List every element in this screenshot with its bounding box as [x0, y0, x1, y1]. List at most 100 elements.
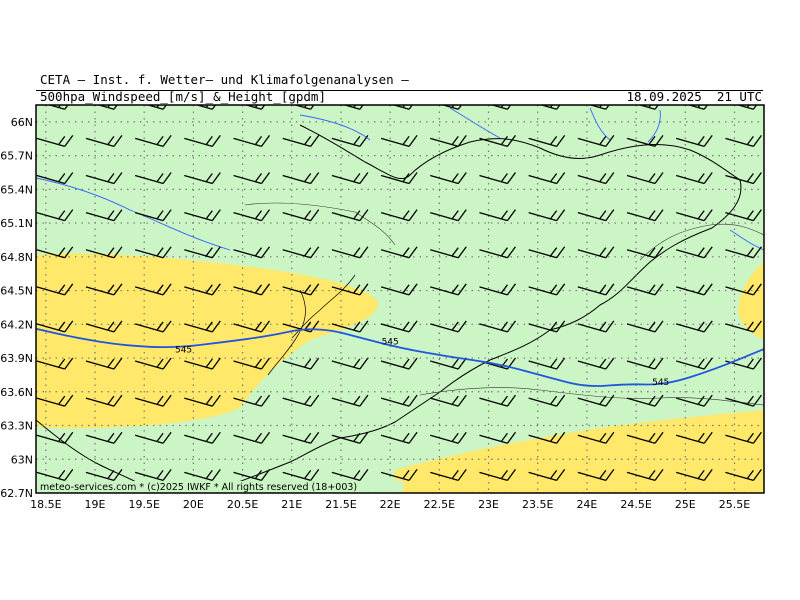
lon-tick-label: 20.5E	[227, 498, 258, 511]
wind-barb	[430, 320, 467, 333]
wind-barb	[85, 283, 123, 296]
wind-barb	[380, 246, 418, 259]
wind-barb	[380, 209, 418, 222]
valid-time: 18.09.2025 21 UTC	[626, 89, 762, 104]
lon-tick-label: 22E	[380, 498, 401, 511]
wind-barb	[528, 431, 566, 444]
wind-barb	[528, 394, 566, 407]
wind-barb	[233, 134, 271, 147]
wind-barb	[134, 357, 172, 370]
wind-barb	[282, 134, 320, 147]
wind-barb	[184, 134, 221, 147]
wind-barb	[331, 394, 369, 407]
wind-barb	[577, 468, 615, 482]
lon-tick-label: 25E	[675, 498, 696, 511]
lon-tick-label: 22.5E	[424, 498, 455, 511]
lat-tick-label: 66N	[11, 116, 33, 129]
wind-barb	[184, 320, 221, 333]
wind-barb	[85, 134, 123, 147]
wind-barb	[528, 283, 566, 296]
wind-barb	[380, 468, 418, 482]
wind-barb	[626, 320, 664, 333]
wind-barb	[184, 246, 221, 259]
wind-barb	[479, 283, 516, 296]
wind-barb	[676, 283, 713, 296]
wind-barb	[577, 431, 615, 444]
wind-barb	[36, 394, 74, 407]
lat-lon-grid	[36, 105, 764, 493]
wind-barb	[282, 394, 320, 407]
wind-barb	[36, 134, 74, 147]
wind-barb	[85, 209, 123, 222]
wind-barb	[725, 209, 762, 222]
wind-barb	[233, 246, 271, 259]
wind-barb	[676, 468, 713, 482]
contour-label: 545	[652, 378, 669, 388]
wind-barb	[282, 283, 320, 296]
wind-area-west	[36, 253, 379, 429]
wind-barb	[577, 209, 615, 222]
wind-barb	[430, 172, 467, 185]
map-frame	[35, 104, 765, 494]
wind-barb	[134, 209, 172, 222]
lon-tick-label: 24.5E	[620, 498, 651, 511]
contour-label: 545	[382, 338, 399, 348]
wind-barb	[577, 246, 615, 259]
lon-tick-label: 25.5E	[719, 498, 750, 511]
wind-barb	[676, 394, 713, 407]
wind-barb	[233, 209, 271, 222]
lon-tick-label: 23.5E	[522, 498, 553, 511]
wind-barb	[479, 172, 516, 185]
wind-barb	[676, 246, 713, 259]
wind-barb	[134, 320, 172, 333]
wind-barb	[676, 357, 713, 370]
credit-text: meteo-services.com * (c)2025 IWKF * All …	[40, 482, 357, 493]
wind-barb	[134, 246, 172, 259]
wind-barb	[233, 320, 271, 333]
wind-barb	[36, 172, 74, 185]
lon-tick-label: 21E	[281, 498, 302, 511]
wind-barb	[528, 320, 566, 333]
wind-barb	[184, 394, 221, 407]
wind-barb	[676, 320, 713, 333]
chart-subtitle: 500hpa_Windspeed_[m/s]_&_Height_[gpdm]	[40, 89, 326, 104]
lat-tick-label: 65.4N	[0, 183, 33, 196]
lat-tick-label: 63.3N	[0, 420, 33, 433]
wind-barb	[134, 394, 172, 407]
contour-label: 545	[175, 345, 192, 355]
wind-barb	[380, 357, 418, 370]
wind-barb	[430, 394, 467, 407]
lon-tick-label: 24E	[576, 498, 597, 511]
wind-barb	[134, 172, 172, 185]
lat-tick-label: 64.5N	[0, 285, 33, 298]
wind-barb	[479, 320, 516, 333]
contour-labels: 545 545 545	[175, 338, 669, 388]
wind-barb	[626, 283, 664, 296]
wind-barb	[184, 172, 221, 185]
wind-barb	[85, 246, 123, 259]
wind-barb	[479, 246, 516, 259]
wind-barb	[233, 431, 271, 444]
wind-barb	[380, 320, 418, 333]
wind-barb	[85, 320, 123, 333]
wind-barb	[282, 431, 320, 444]
wind-barb	[36, 283, 74, 296]
wind-barb	[331, 320, 369, 333]
wind-barb	[528, 357, 566, 370]
wind-barb	[380, 283, 418, 296]
wind-barb	[725, 134, 762, 147]
wind-barb	[676, 431, 713, 444]
wind-barb	[430, 468, 467, 482]
wind-barb	[725, 431, 762, 444]
wind-barb	[36, 357, 74, 370]
wind-barb	[528, 246, 566, 259]
wind-barb	[233, 283, 271, 296]
lat-tick-label: 64.2N	[0, 318, 33, 331]
wind-barb	[725, 394, 762, 407]
wind-barb	[134, 431, 172, 444]
wind-barbs	[36, 105, 762, 482]
wind-barb	[36, 209, 74, 222]
wind-barb	[331, 283, 369, 296]
wind-barb	[36, 468, 74, 482]
wind-barb	[479, 209, 516, 222]
